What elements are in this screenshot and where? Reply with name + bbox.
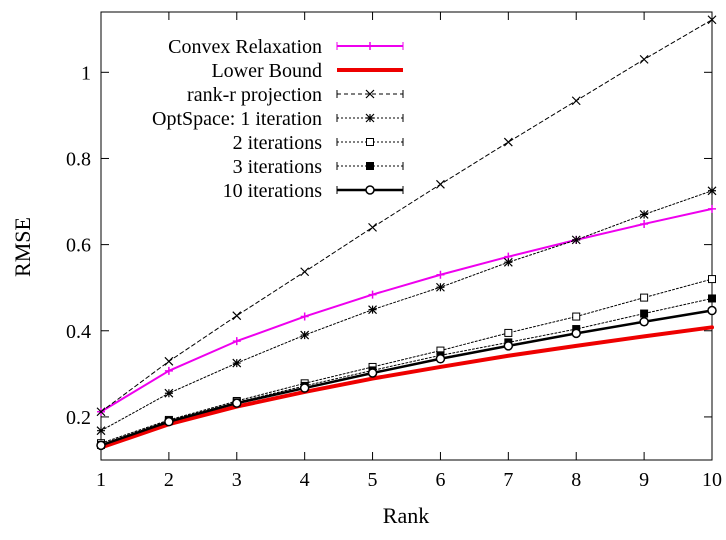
plot-area (100, 11, 713, 461)
series-line (100, 190, 713, 432)
legend-item: Convex Relaxation (168, 36, 404, 58)
x-tick-label: 4 (300, 469, 310, 491)
x-marker (365, 89, 375, 99)
x-tick-label: 3 (232, 469, 242, 491)
filled-square-marker (640, 309, 649, 318)
x-marker (164, 356, 174, 366)
x-marker (503, 137, 513, 147)
x-tick-label: 5 (368, 469, 378, 491)
legend-item: OptSpace: 1 iteration (152, 108, 404, 130)
filled-square-marker (708, 294, 716, 303)
x-marker (368, 222, 377, 232)
filled-square-marker (366, 162, 374, 170)
plus-marker (232, 337, 241, 346)
series-group (96, 15, 717, 451)
series-10-iterations (96, 305, 717, 451)
series-line (99, 309, 714, 447)
open-circle-marker (367, 368, 378, 378)
open-square-marker (708, 275, 716, 284)
legend-label: 2 iterations (233, 132, 323, 154)
open-circle-marker (707, 305, 717, 316)
open-circle-marker (96, 440, 106, 451)
star-marker (365, 113, 375, 123)
y-axis-label: RMSE (10, 217, 35, 277)
open-circle-marker (571, 328, 581, 339)
legend-label: Lower Bound (211, 60, 322, 82)
x-marker (96, 407, 106, 417)
plus-marker (640, 219, 649, 228)
x-tick-label: 6 (435, 469, 445, 491)
star-marker (503, 257, 513, 267)
y-tick-label: 1 (81, 62, 91, 84)
axes: 1 2 3 4 5 6 7 8 9 10 0.2 0.4 0.6 0.8 1 (66, 12, 722, 491)
plus-marker (366, 42, 374, 50)
y-tick-label: 0.6 (66, 235, 91, 257)
open-circle-marker (299, 383, 310, 393)
x-marker (639, 54, 649, 64)
star-marker (368, 305, 377, 315)
open-circle-marker (503, 341, 514, 351)
open-square-marker (504, 328, 513, 337)
y-tick-label: 0.4 (66, 321, 91, 343)
open-circle-marker (164, 416, 174, 427)
legend-label: rank-r projection (187, 84, 322, 106)
x-tick-label: 8 (571, 469, 581, 491)
x-tick-label: 7 (503, 469, 513, 491)
series-optspace-1-iteration (96, 186, 717, 436)
series-line (100, 207, 713, 413)
series-rank-r-projection (96, 15, 717, 417)
open-square-marker (572, 312, 581, 321)
x-marker (571, 96, 581, 106)
open-circle-marker (232, 398, 242, 408)
open-circle-marker (639, 316, 649, 327)
star-marker (300, 330, 310, 340)
plus-marker (164, 366, 173, 375)
plus-marker (708, 204, 716, 213)
legend-label: 3 iterations (233, 156, 323, 178)
y-tick-label: 0.2 (66, 407, 91, 429)
legend-item: 2 iterations (233, 132, 404, 154)
x-marker (436, 179, 445, 189)
series-line (100, 19, 713, 413)
y-tick-label: 0.8 (66, 148, 91, 170)
plot-frame (100, 11, 713, 461)
legend-item: 3 iterations (233, 156, 404, 178)
star-marker (571, 235, 581, 245)
open-square-marker (366, 138, 374, 146)
star-marker (232, 358, 242, 368)
legend-item: 10 iterations (223, 180, 404, 202)
star-marker (707, 186, 717, 196)
x-tick-label: 1 (96, 469, 106, 491)
x-tick-label: 10 (702, 469, 722, 491)
star-marker (96, 426, 106, 436)
legend-label: OptSpace: 1 iteration (152, 108, 322, 130)
plus-marker (300, 312, 309, 321)
x-marker (232, 311, 242, 321)
star-marker (436, 282, 445, 292)
series-line (100, 297, 713, 446)
x-marker (300, 267, 310, 277)
series-lower-bound (99, 325, 714, 450)
plus-marker (436, 270, 445, 279)
series-line (100, 278, 713, 444)
legend-label: Convex Relaxation (168, 36, 322, 58)
open-square-marker (640, 293, 649, 302)
series-convex-relaxation (97, 204, 716, 416)
open-circle-marker (435, 354, 446, 364)
plus-marker (368, 290, 377, 299)
legend-label: 10 iterations (223, 180, 323, 202)
legend-item: Lower Bound (211, 60, 403, 82)
series-line (99, 325, 714, 450)
x-tick-label: 9 (639, 469, 649, 491)
legend-item: rank-r projection (187, 84, 404, 106)
x-axis-label: Rank (383, 503, 429, 528)
x-tick-label: 2 (164, 469, 174, 491)
star-marker (639, 210, 649, 219)
star-marker (164, 388, 174, 398)
open-circle-marker (365, 185, 375, 195)
